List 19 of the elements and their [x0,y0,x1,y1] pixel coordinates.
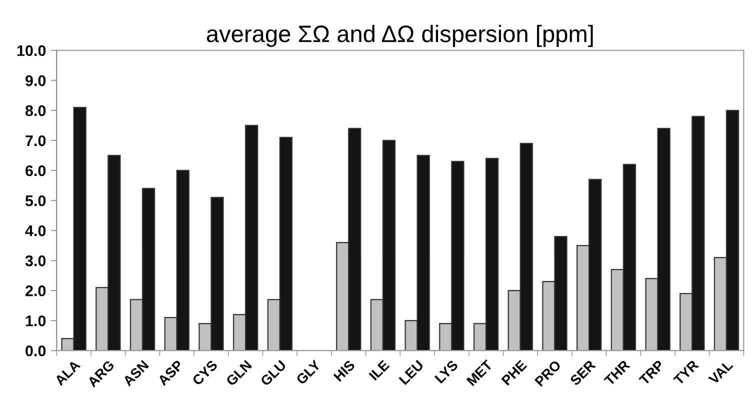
y-tick-label: 4.0 [25,225,46,236]
y-tick-label: 1.0 [26,315,46,326]
x-tick-label: ILE [368,360,390,381]
y-tick-label: 2.0 [26,285,46,296]
x-tick-label: HIS [333,360,356,382]
y-tick-label: 5.0 [25,195,46,206]
y-tick-label: 8.0 [25,105,46,116]
y-tick-label: 0.0 [26,345,46,356]
x-tick-label: TYR [672,360,700,386]
x-tick-label: THR [604,360,630,386]
y-tick-label: 3.0 [25,255,46,266]
y-tick-label: 10.0 [17,45,46,56]
x-tick-label: TRP [638,360,665,386]
y-tick-label: 6.0 [26,165,46,176]
x-tick-label: VAL [708,360,734,385]
x-tick-label: LYS [434,360,459,384]
y-tick-label: 7.0 [26,135,46,146]
y-tick-label: 9.0 [26,75,46,86]
chart-title: average ΣΩ and ΔΩ dispersion [ppm] [206,24,593,47]
